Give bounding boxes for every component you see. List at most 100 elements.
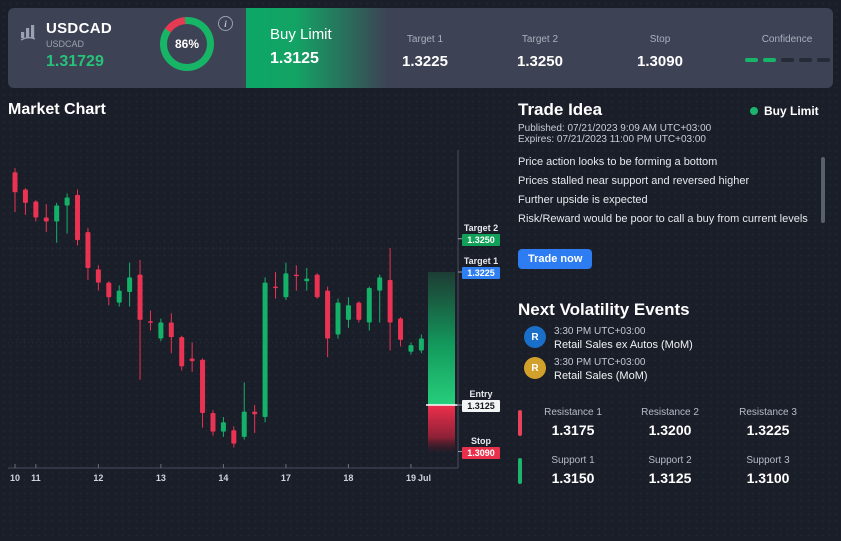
level-label: Resistance 2 bbox=[641, 407, 699, 418]
event-name: Retail Sales (MoM) bbox=[554, 370, 648, 382]
published-timestamp: Published: 07/21/2023 9:09 AM UTC+03:00 bbox=[518, 123, 712, 134]
candle-body bbox=[283, 273, 289, 298]
x-tick-label: 12 bbox=[93, 473, 103, 483]
volatility-events-title: Next Volatility Events bbox=[518, 300, 690, 319]
stat-value: 1.3250 bbox=[517, 53, 563, 70]
candle-body bbox=[12, 172, 18, 193]
candle-body bbox=[273, 286, 278, 289]
bar-chart-icon bbox=[20, 25, 36, 41]
level-price-badge: 1.3090 bbox=[462, 446, 500, 459]
stat-target-1: Target 1 1.3225 bbox=[370, 8, 480, 88]
candle-body bbox=[356, 302, 362, 320]
candle-body bbox=[106, 282, 112, 298]
candle-body bbox=[366, 287, 372, 323]
confidence-bar bbox=[762, 58, 776, 62]
level-label: Support 3 bbox=[746, 455, 790, 466]
level-value: 1.3150 bbox=[551, 470, 595, 486]
gauge-percent: 86% bbox=[174, 37, 200, 51]
confidence-meter: Confidence bbox=[732, 8, 841, 88]
candle-body bbox=[158, 322, 164, 339]
candle-body bbox=[116, 290, 122, 303]
level-value: 1.3225 bbox=[746, 422, 790, 438]
scrollbar-thumb[interactable] bbox=[821, 157, 825, 223]
event-icon-retail-sales: R bbox=[524, 357, 546, 379]
candle-body bbox=[398, 318, 404, 340]
support-2: Support 2 1.3125 bbox=[620, 455, 720, 486]
level-value: 1.3100 bbox=[746, 470, 790, 486]
level-value: 1.3200 bbox=[648, 422, 692, 438]
confidence-bar bbox=[780, 58, 794, 62]
chart-title: Market Chart bbox=[8, 101, 106, 118]
idea-bullet: Prices stalled near support and reversed… bbox=[518, 175, 750, 187]
level-label: Support 2 bbox=[648, 455, 692, 466]
level-tag-target-1: Target 1 1.3225 bbox=[462, 256, 500, 279]
order-price: 1.3125 bbox=[270, 50, 319, 67]
event-time: 3:30 PM UTC+03:00 bbox=[554, 326, 646, 337]
stat-label: Target 1 bbox=[406, 34, 444, 45]
level-tag-stop: Stop 1.3090 bbox=[462, 436, 500, 459]
resistance-1: Resistance 1 1.3175 bbox=[523, 407, 623, 438]
idea-bullet: Risk/Reward would be poor to call a buy … bbox=[518, 213, 808, 225]
confidence-bar bbox=[816, 58, 830, 62]
candle-body bbox=[189, 358, 195, 362]
candle-body bbox=[345, 305, 351, 320]
candle-body bbox=[304, 278, 310, 282]
expires-timestamp: Expires: 07/21/2023 11:00 PM UTC+03:00 bbox=[518, 134, 706, 145]
confidence-bar bbox=[798, 58, 812, 62]
confidence-gauge: 86% bbox=[160, 17, 214, 71]
event-time: 3:30 PM UTC+03:00 bbox=[554, 357, 646, 368]
candle-body bbox=[179, 337, 185, 367]
candle-body bbox=[293, 274, 299, 277]
event-row: R 3:30 PM UTC+03:00 Retail Sales (MoM) bbox=[524, 357, 648, 382]
candle-body bbox=[408, 345, 414, 352]
level-price-badge: 1.3250 bbox=[462, 233, 500, 246]
candle-body bbox=[335, 302, 341, 335]
level-tag-target-2: Target 2 1.3250 bbox=[462, 223, 500, 246]
candle-body bbox=[325, 290, 331, 339]
current-price: 1.31729 bbox=[46, 53, 104, 70]
candle-body bbox=[262, 282, 268, 417]
level-name: Target 2 bbox=[463, 222, 499, 233]
trade-now-button[interactable]: Trade now bbox=[518, 249, 593, 269]
level-label: Support 1 bbox=[551, 455, 595, 466]
level-name: Target 1 bbox=[463, 256, 499, 266]
resistance-2: Resistance 2 1.3200 bbox=[620, 407, 720, 438]
candle-body bbox=[64, 197, 70, 206]
candlestick-chart[interactable]: 10 11 12 13 14 17 18 19 Jul bbox=[0, 140, 500, 490]
info-icon[interactable]: i bbox=[218, 16, 233, 31]
candle-body bbox=[241, 411, 247, 437]
trade-idea-title: Trade Idea bbox=[518, 100, 603, 119]
candle-body bbox=[210, 412, 216, 432]
candle-body bbox=[377, 277, 383, 291]
resistance-bar-icon bbox=[518, 410, 522, 436]
level-name: Stop bbox=[471, 435, 491, 446]
buy-limit-button[interactable]: Buy Limit 1.3125 bbox=[246, 8, 388, 88]
candle-body bbox=[33, 201, 39, 218]
candle-body bbox=[137, 274, 143, 320]
candle-body bbox=[22, 189, 28, 203]
candle-body bbox=[75, 194, 81, 241]
idea-bullet: Further upside is expected bbox=[518, 194, 648, 206]
candle-body bbox=[147, 321, 153, 323]
level-price-badge: 1.3125 bbox=[462, 400, 500, 412]
level-label: Resistance 3 bbox=[739, 407, 797, 418]
confidence-bar bbox=[744, 58, 758, 62]
support-1: Support 1 1.3150 bbox=[523, 455, 623, 486]
symbol-name: USDCAD bbox=[46, 20, 112, 37]
x-tick-label: 14 bbox=[218, 473, 228, 483]
level-value: 1.3175 bbox=[551, 422, 595, 438]
candle-body bbox=[200, 359, 206, 413]
order-type-label: Buy Limit bbox=[270, 26, 332, 43]
stat-label: Stop bbox=[649, 34, 671, 45]
gauge-center: 86% bbox=[167, 24, 207, 64]
support-bar-icon bbox=[518, 458, 522, 484]
header-card: USDCAD USDCAD 1.31729 86% i Buy Limit 1.… bbox=[8, 8, 833, 88]
candle-body bbox=[252, 411, 258, 415]
reward-zone bbox=[428, 272, 455, 405]
x-tick-label: 18 bbox=[343, 473, 353, 483]
stat-stop: Stop 1.3090 bbox=[605, 8, 715, 88]
level-price-badge: 1.3225 bbox=[462, 267, 500, 279]
x-tick-label: 13 bbox=[156, 473, 166, 483]
support-3: Support 3 1.3100 bbox=[718, 455, 818, 486]
